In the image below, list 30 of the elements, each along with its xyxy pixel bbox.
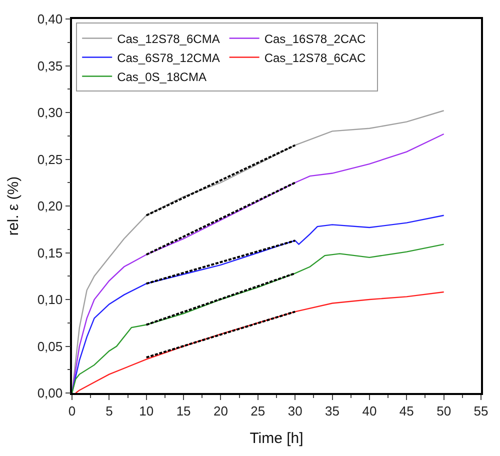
x-tick-label: 50 — [436, 403, 452, 418]
y-tick-label: 0,15 — [37, 245, 63, 260]
legend-label: Cas_12S78_6CMA — [117, 32, 220, 46]
y-tick-label: 0,10 — [37, 292, 63, 308]
x-tick-label: 20 — [213, 403, 228, 418]
y-tick-label: 0,35 — [37, 58, 63, 74]
x-tick-label: 10 — [139, 403, 154, 418]
y-tick-label: 0,25 — [37, 152, 63, 167]
x-tick-label: 0 — [68, 403, 76, 418]
y-tick-label: 0,20 — [37, 198, 63, 214]
y-tick-label: 0,00 — [37, 386, 63, 401]
x-tick-label: 55 — [474, 403, 488, 418]
x-tick-label: 30 — [288, 403, 302, 418]
y-axis-title: rel. ε (%) — [5, 176, 22, 236]
legend-label: Cas_16S78_2CAC — [264, 32, 366, 46]
legend-label: Cas_6S78_12CMA — [117, 50, 220, 65]
x-tick-label: 15 — [176, 403, 191, 418]
line-series — [72, 244, 444, 393]
legend-label: Cas_0S_18CMA — [117, 70, 206, 84]
x-axis-title: Time [h] — [250, 430, 304, 447]
x-tick-label: 35 — [325, 403, 340, 418]
x-tick-label: 25 — [250, 403, 266, 418]
y-tick-label: 0,40 — [37, 12, 63, 27]
y-tick-label: 0,05 — [37, 338, 63, 354]
x-tick-label: 5 — [106, 403, 113, 418]
line-series — [75, 291, 444, 393]
y-tick-label: 0,30 — [37, 105, 63, 120]
legend-label: Cas_12S78_6CAC — [264, 50, 366, 65]
x-tick-label: 40 — [362, 403, 377, 418]
x-tick-label: 45 — [399, 403, 414, 418]
